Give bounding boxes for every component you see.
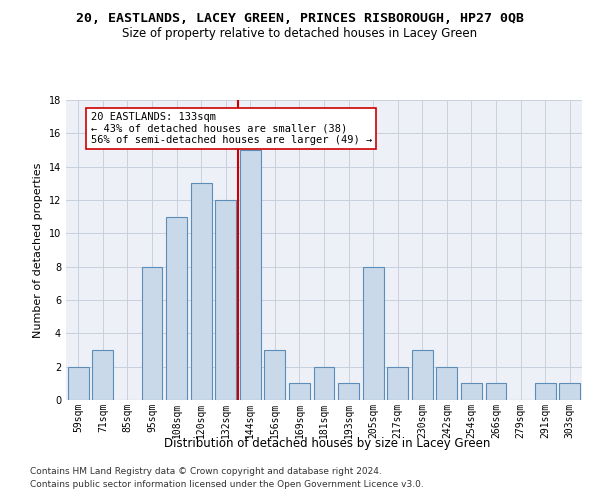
Bar	[191, 184, 212, 400]
Text: Distribution of detached houses by size in Lacey Green: Distribution of detached houses by size …	[164, 438, 490, 450]
Bar	[289, 384, 310, 400]
Bar	[314, 366, 334, 400]
Bar	[265, 350, 286, 400]
Bar	[559, 384, 580, 400]
Bar	[362, 266, 383, 400]
Text: Contains public sector information licensed under the Open Government Licence v3: Contains public sector information licen…	[30, 480, 424, 489]
Bar	[436, 366, 457, 400]
Text: Contains HM Land Registry data © Crown copyright and database right 2024.: Contains HM Land Registry data © Crown c…	[30, 467, 382, 476]
Bar	[68, 366, 89, 400]
Bar	[535, 384, 556, 400]
Bar	[92, 350, 113, 400]
Bar	[215, 200, 236, 400]
Bar	[166, 216, 187, 400]
Bar	[485, 384, 506, 400]
Text: 20, EASTLANDS, LACEY GREEN, PRINCES RISBOROUGH, HP27 0QB: 20, EASTLANDS, LACEY GREEN, PRINCES RISB…	[76, 12, 524, 26]
Bar	[387, 366, 408, 400]
Bar	[338, 384, 359, 400]
Text: Size of property relative to detached houses in Lacey Green: Size of property relative to detached ho…	[122, 28, 478, 40]
Bar	[461, 384, 482, 400]
Bar	[142, 266, 163, 400]
Bar	[240, 150, 261, 400]
Bar	[412, 350, 433, 400]
Text: 20 EASTLANDS: 133sqm
← 43% of detached houses are smaller (38)
56% of semi-detac: 20 EASTLANDS: 133sqm ← 43% of detached h…	[91, 112, 372, 145]
Y-axis label: Number of detached properties: Number of detached properties	[33, 162, 43, 338]
